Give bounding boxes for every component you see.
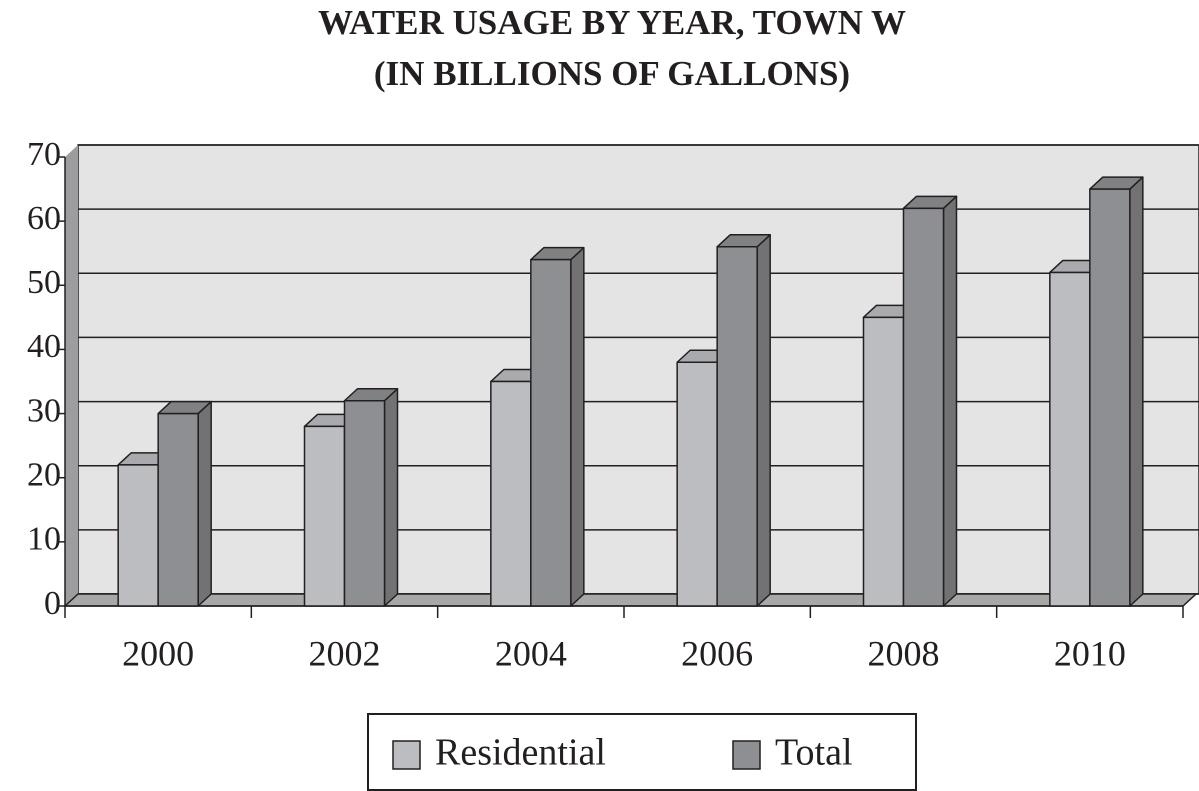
bar-side bbox=[756, 234, 771, 607]
y-tick-label: 60 bbox=[27, 200, 61, 237]
bar bbox=[343, 387, 399, 607]
floor bbox=[63, 593, 1198, 607]
bar-front bbox=[862, 316, 905, 607]
bar-side bbox=[1129, 176, 1144, 607]
bar-front bbox=[343, 399, 386, 607]
y-tick-label: 10 bbox=[27, 521, 61, 558]
bar-front bbox=[303, 425, 346, 607]
bar-front bbox=[1049, 271, 1091, 607]
bar bbox=[1089, 176, 1144, 607]
bar-front bbox=[530, 258, 572, 607]
bar bbox=[530, 246, 585, 607]
bar-side bbox=[570, 246, 585, 607]
bar bbox=[902, 195, 958, 607]
bar-front bbox=[1089, 188, 1131, 607]
bar-front bbox=[902, 207, 945, 607]
chart-subtitle: (IN BILLIONS OF GALLONS) bbox=[374, 54, 850, 93]
legend-swatch bbox=[732, 740, 761, 770]
chart-title: WATER USAGE BY YEAR, TOWN W bbox=[318, 3, 906, 42]
bar bbox=[157, 400, 212, 607]
x-tick-label: 2006 bbox=[681, 633, 753, 673]
legend-box bbox=[367, 713, 917, 791]
x-tick-label: 2010 bbox=[1054, 633, 1126, 673]
x-tick-label: 2008 bbox=[868, 633, 940, 673]
bar-side bbox=[942, 195, 958, 607]
bar-side bbox=[197, 400, 212, 607]
bar-front bbox=[716, 246, 758, 607]
back-wall bbox=[77, 144, 1199, 595]
y-tick-label: 70 bbox=[27, 136, 61, 173]
y-tick-label: 50 bbox=[27, 264, 61, 301]
legend-swatch bbox=[392, 740, 421, 770]
legend-label: Residential bbox=[435, 732, 606, 774]
legend-label: Total bbox=[775, 732, 853, 774]
bar bbox=[716, 234, 771, 607]
bar-front bbox=[490, 380, 532, 607]
y-tick-label: 40 bbox=[27, 328, 61, 365]
bar-front bbox=[117, 464, 159, 607]
x-tick-label: 2002 bbox=[309, 633, 381, 673]
y-tick-label: 20 bbox=[27, 457, 61, 494]
bar-side bbox=[383, 387, 399, 607]
y-tick-label: 30 bbox=[27, 392, 61, 429]
x-tick-label: 2000 bbox=[122, 633, 194, 673]
bar-front bbox=[157, 412, 199, 607]
x-tick-label: 2004 bbox=[495, 633, 567, 673]
bar-front bbox=[676, 361, 718, 607]
y-tick-label: 0 bbox=[44, 585, 61, 622]
side-wall bbox=[65, 145, 78, 606]
